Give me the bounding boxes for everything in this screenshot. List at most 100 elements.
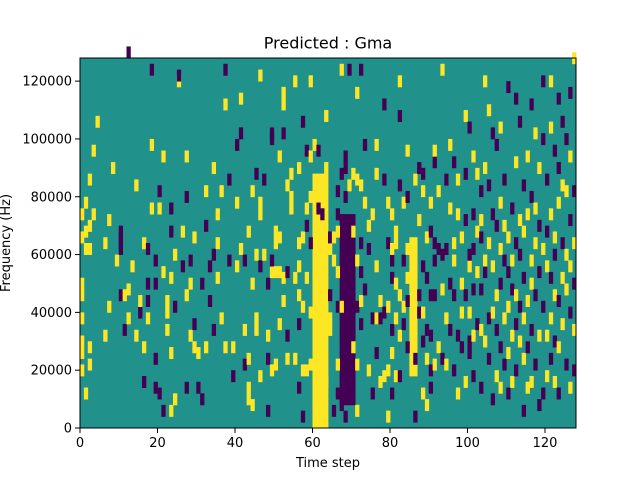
heatmap-cell: [285, 352, 290, 365]
heatmap-cell: [393, 225, 399, 238]
heatmap-cell: [545, 260, 550, 273]
heatmap-cell: [316, 381, 321, 388]
heatmap-cell: [506, 81, 511, 94]
heatmap-cell: [424, 352, 430, 365]
heatmap-cell: [564, 248, 569, 261]
heatmap-cell: [529, 98, 534, 111]
heatmap-cell: [312, 341, 317, 348]
heatmap-cell: [413, 318, 418, 325]
heatmap-cell: [87, 341, 93, 354]
heatmap-cell: [204, 341, 209, 354]
heatmap-cell: [320, 352, 325, 360]
x-tick-label: 60: [304, 436, 321, 451]
heatmap-cell: [521, 352, 527, 365]
heatmap-cell: [324, 248, 329, 255]
heatmap-cell: [312, 358, 317, 365]
heatmap-cell: [343, 254, 348, 261]
heatmap-cell: [351, 254, 356, 261]
heatmap-cell: [324, 347, 329, 354]
y-tick-label: 60000: [31, 248, 72, 263]
heatmap-cell: [401, 300, 406, 313]
heatmap-cell: [324, 410, 329, 417]
heatmap-cell: [320, 190, 325, 198]
heatmap-cell: [409, 300, 414, 307]
heatmap-cell: [498, 277, 503, 290]
heatmap-cell: [289, 190, 294, 203]
heatmap-cell: [351, 323, 356, 336]
heatmap-cell: [312, 208, 317, 215]
heatmap-cell: [339, 243, 344, 250]
heatmap-cell: [324, 329, 329, 336]
heatmap-cell: [417, 289, 422, 302]
heatmap-cell: [312, 179, 317, 186]
heatmap-cell: [486, 352, 492, 365]
heatmap-cell: [300, 410, 306, 423]
heatmap-cell: [316, 179, 321, 186]
heatmap-cell: [351, 358, 356, 365]
heatmap-cell: [312, 364, 317, 371]
heatmap-cell: [316, 243, 321, 250]
heatmap-cell: [320, 271, 325, 279]
heatmap-cell: [308, 306, 313, 319]
heatmap-cell: [475, 266, 480, 279]
heatmap-cell: [448, 202, 453, 215]
heatmap-cell: [339, 231, 344, 238]
heatmap-cell: [339, 375, 344, 383]
heatmap-cell: [316, 237, 321, 244]
heatmap-cell: [347, 260, 352, 267]
heatmap-cell: [560, 271, 565, 284]
heatmap-cell: [347, 358, 352, 365]
heatmap-cell: [312, 387, 317, 394]
heatmap-cell: [521, 225, 527, 238]
heatmap-cell: [343, 237, 348, 244]
heatmap-cell: [304, 271, 310, 284]
heatmap-cell: [312, 260, 317, 267]
heatmap-cell: [339, 283, 344, 290]
heatmap-cell: [339, 370, 344, 377]
heatmap-cell: [169, 404, 174, 417]
heatmap-cell: [413, 271, 418, 279]
heatmap-cell: [316, 202, 321, 215]
heatmap-cell: [339, 364, 344, 371]
heatmap-cell: [560, 115, 565, 128]
heatmap-cell: [324, 283, 329, 290]
heatmap-cell: [324, 179, 329, 186]
heatmap-cell: [397, 75, 403, 88]
heatmap-cell: [409, 266, 414, 273]
heatmap-cell: [455, 387, 461, 400]
heatmap-cell: [440, 283, 445, 296]
heatmap-cell: [347, 295, 352, 302]
heatmap-cell: [409, 237, 414, 244]
heatmap-cell: [560, 237, 565, 250]
heatmap-cell: [246, 393, 251, 406]
heatmap-cell: [347, 225, 352, 232]
heatmap-cell: [126, 46, 131, 59]
heatmap-cell: [242, 254, 248, 267]
heatmap-cell: [564, 133, 569, 146]
heatmap-cell: [308, 358, 313, 371]
heatmap-cell: [413, 237, 418, 244]
heatmap-cell: [498, 381, 503, 394]
heatmap-cell: [269, 266, 275, 279]
heatmap-cell: [347, 352, 352, 360]
heatmap-cell: [324, 190, 329, 198]
heatmap-cell: [316, 358, 321, 365]
heatmap-cell: [320, 410, 325, 417]
heatmap-cell: [517, 300, 523, 313]
heatmap-cell: [382, 370, 387, 383]
heatmap-cell: [331, 231, 337, 244]
heatmap-cell: [149, 202, 155, 215]
heatmap-cell: [324, 399, 329, 406]
heatmap-cell: [343, 190, 348, 203]
heatmap-cell: [560, 318, 565, 331]
heatmap-cell: [359, 63, 364, 76]
heatmap-cell: [471, 370, 476, 383]
heatmap-cell: [316, 219, 321, 227]
heatmap-cell: [514, 364, 519, 377]
heatmap-cell: [324, 271, 329, 279]
heatmap-cell: [258, 196, 263, 209]
heatmap-cell: [320, 318, 325, 325]
heatmap-cell: [324, 387, 329, 394]
heatmap-cell: [173, 248, 178, 261]
heatmap-cell: [537, 329, 542, 342]
